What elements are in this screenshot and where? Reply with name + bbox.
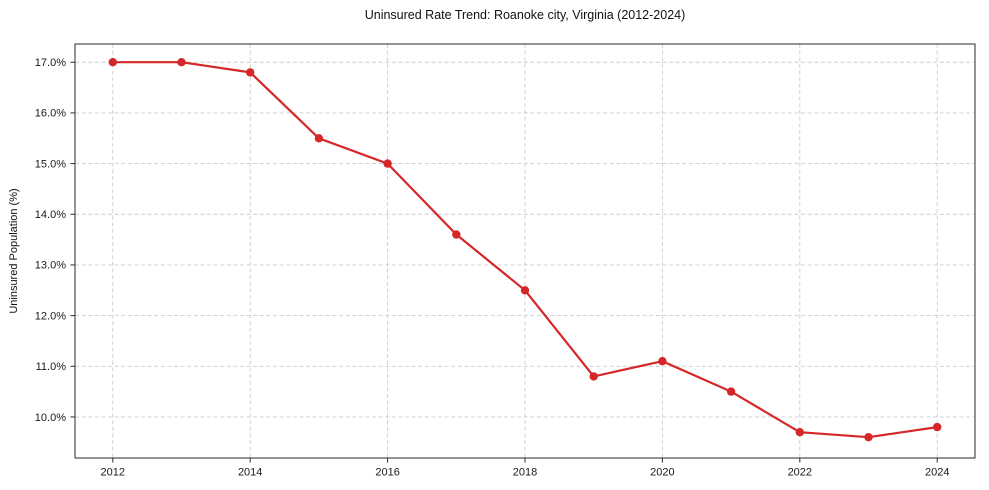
data-point-2020 bbox=[658, 357, 667, 366]
y-tick-label: 14.0% bbox=[35, 209, 66, 221]
x-tick-label: 2016 bbox=[375, 467, 399, 479]
x-tick-label: 2018 bbox=[513, 467, 537, 479]
y-tick-label: 16.0% bbox=[35, 108, 66, 120]
x-tick-label: 2022 bbox=[788, 467, 812, 479]
y-tick-label: 10.0% bbox=[35, 412, 66, 424]
x-tick-label: 2024 bbox=[925, 467, 949, 479]
data-point-2021 bbox=[726, 387, 736, 396]
chart-title: Uninsured Rate Trend: Roanoke city, Virg… bbox=[364, 8, 686, 22]
data-point-2017 bbox=[452, 230, 461, 239]
y-tick-label: 15.0% bbox=[35, 158, 66, 170]
y-tick-label: 11.0% bbox=[36, 361, 67, 373]
data-point-2019 bbox=[589, 372, 598, 381]
data-point-2014 bbox=[246, 68, 255, 77]
x-tick-label: 2020 bbox=[650, 467, 674, 479]
data-point-2022 bbox=[795, 428, 804, 437]
x-tick-label: 2012 bbox=[101, 467, 125, 479]
data-point-2015 bbox=[314, 134, 324, 143]
y-tick-label: 12.0% bbox=[35, 310, 66, 322]
plot-border bbox=[74, 43, 976, 459]
data-point-2023 bbox=[864, 433, 873, 442]
x-tick-label: 2014 bbox=[238, 467, 262, 479]
y-tick-label: 17.0% bbox=[35, 57, 66, 69]
data-point-2012 bbox=[108, 58, 118, 67]
y-tick-label: 13.0% bbox=[35, 260, 66, 272]
data-point-2016 bbox=[383, 159, 392, 168]
data-point-2013 bbox=[177, 58, 186, 67]
data-point-2018 bbox=[520, 286, 530, 295]
data-point-2024 bbox=[933, 422, 942, 432]
